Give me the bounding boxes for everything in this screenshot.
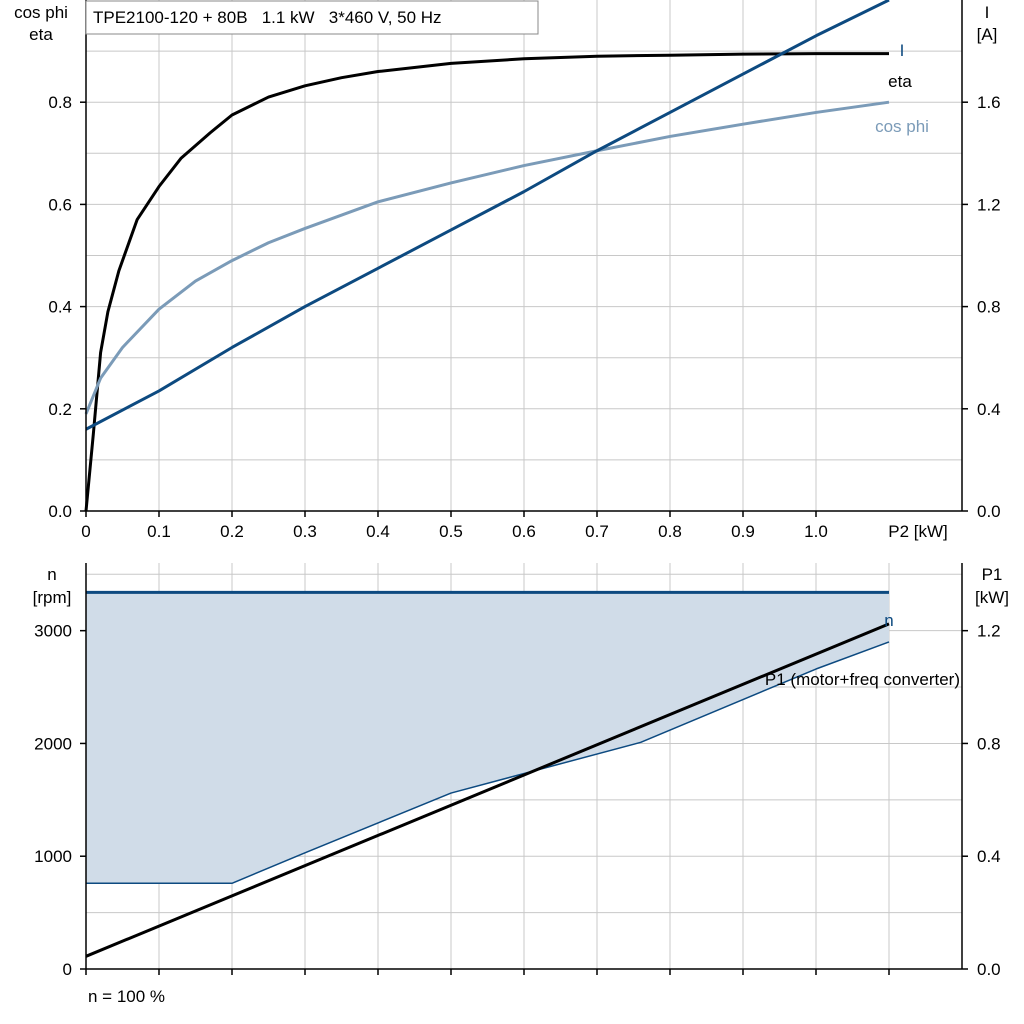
left-tick-label: 0.4 <box>48 298 72 317</box>
x-tick-label: 0.6 <box>512 522 536 541</box>
left-tick-label: 0.8 <box>48 93 72 112</box>
right-axis-title-line-1: I <box>985 3 990 22</box>
right-tick-label: 0.4 <box>977 847 1001 866</box>
right-tick-label: 1.6 <box>977 93 1001 112</box>
left-tick-label: 1000 <box>34 847 72 866</box>
title-box-frame <box>85 0 539 35</box>
series-line-n-min <box>86 641 890 885</box>
series-line-cos-phi <box>84 100 890 415</box>
x-tick-label: 0 <box>81 522 90 541</box>
left-axis-title-line-1: n <box>47 565 56 584</box>
series-line-eta <box>84 52 889 512</box>
x-tick-label: 0.5 <box>439 522 463 541</box>
series-line-p1-motor-freq-converter <box>85 622 890 958</box>
left-axis-title-line-2: eta <box>29 25 53 44</box>
series-label-cos-phi: cos phi <box>875 117 929 136</box>
x-tick-label: 0.9 <box>731 522 755 541</box>
right-axis-title-line-2: [A] <box>977 25 998 44</box>
right-tick-label: 1.2 <box>977 622 1001 641</box>
speed-power-chart: 0 1000 2000 3000 0.0 0.4 0.8 1.2 n [rpm] P1 [kW] n P1… <box>33 563 1009 979</box>
left-axis-title-line-2: [rpm] <box>33 588 72 607</box>
series-label-I: I <box>900 41 905 60</box>
right-tick-label: 0.4 <box>977 400 1001 419</box>
left-tick-label: 0.6 <box>48 195 72 214</box>
x-tick-label: 0.3 <box>293 522 317 541</box>
right-tick-label: 0.8 <box>977 298 1001 317</box>
speed-percent-note: n = 100 % <box>88 987 165 1006</box>
x-tick-label: 1.0 <box>804 522 828 541</box>
right-tick-label: 0.0 <box>977 960 1001 979</box>
left-tick-label: 3000 <box>34 622 72 641</box>
right-tick-label: 1.2 <box>977 195 1001 214</box>
left-tick-label: 2000 <box>34 734 72 753</box>
x-axis-unit-label: P2 [kW] <box>888 522 948 541</box>
x-tick-label: 0.4 <box>366 522 390 541</box>
x-tick-label: 0.8 <box>658 522 682 541</box>
chart-title: TPE2100-120 + 80B 1.1 kW 3*460 V, 50 Hz <box>93 8 442 27</box>
series-line-i <box>85 0 890 431</box>
right-tick-label: 0.0 <box>977 502 1001 521</box>
efficiency-current-chart: 0.0 0.2 0.4 0.6 0.8 0.0 0.4 0.8 1.2 1.6 0 0.1 0.2 0.3… <box>14 0 1001 541</box>
left-tick-label: 0 <box>63 960 72 979</box>
left-tick-label: 0.0 <box>48 502 72 521</box>
right-tick-label: 0.8 <box>977 734 1001 753</box>
series-label-p1: P1 (motor+freq converter) <box>765 670 960 689</box>
title-box: TPE2100-120 + 80B 1.1 kW 3*460 V, 50 Hz <box>85 0 539 35</box>
x-tick-label: 0.2 <box>220 522 244 541</box>
series-label-eta: eta <box>888 72 912 91</box>
right-axis-title-line-2: [kW] <box>975 588 1009 607</box>
right-axis-title-line-1: P1 <box>982 565 1003 584</box>
speed-range-area <box>86 592 889 884</box>
series-label-n: n <box>884 611 893 630</box>
x-tick-label: 0.7 <box>585 522 609 541</box>
left-axis-title-line-1: cos phi <box>14 3 68 22</box>
x-tick-label: 0.1 <box>147 522 171 541</box>
left-tick-label: 0.2 <box>48 400 72 419</box>
